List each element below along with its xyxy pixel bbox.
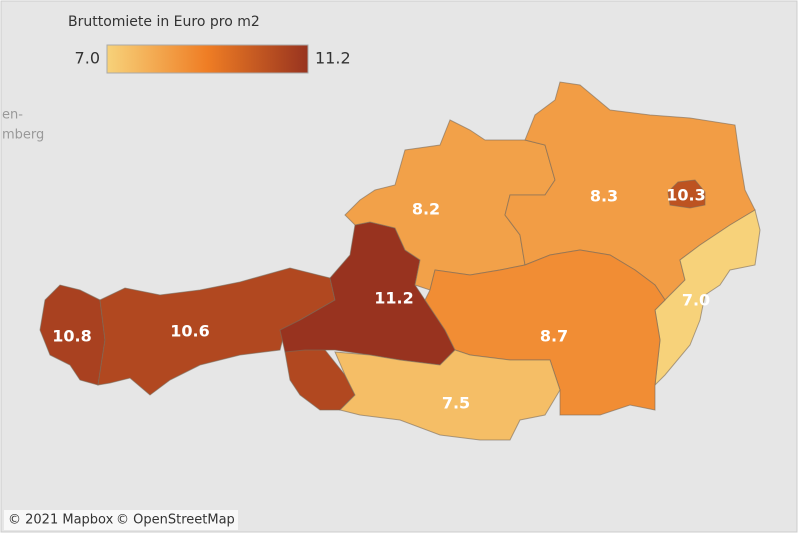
- region-value-label: 11.2: [374, 289, 413, 308]
- region[interactable]: [334, 349, 561, 441]
- region-value-label: 7.5: [442, 394, 470, 413]
- attribution[interactable]: © 2021 Mapbox: [8, 513, 114, 528]
- region-value-label: 10.6: [170, 322, 209, 341]
- region-value-label: 8.7: [540, 327, 568, 346]
- region-value-label: 10.3: [666, 186, 705, 205]
- region-value-label: 8.2: [412, 200, 440, 219]
- region-value-label: 8.3: [590, 187, 618, 206]
- region[interactable]: [667, 179, 706, 209]
- legend-title: Bruttomiete in Euro pro m2: [68, 14, 260, 30]
- legend-bar: [106, 44, 309, 74]
- attribution-box: [4, 510, 238, 530]
- region[interactable]: [654, 209, 761, 387]
- region-value-label: 10.8: [52, 327, 91, 346]
- region-value-label: 7.0: [682, 291, 710, 310]
- attribution[interactable]: © OpenStreetMap: [116, 513, 235, 528]
- place-label: en-: [2, 108, 23, 123]
- legend-max: 11.2: [315, 49, 351, 68]
- legend-min: 7.0: [75, 49, 100, 68]
- place-label: mberg: [2, 128, 44, 143]
